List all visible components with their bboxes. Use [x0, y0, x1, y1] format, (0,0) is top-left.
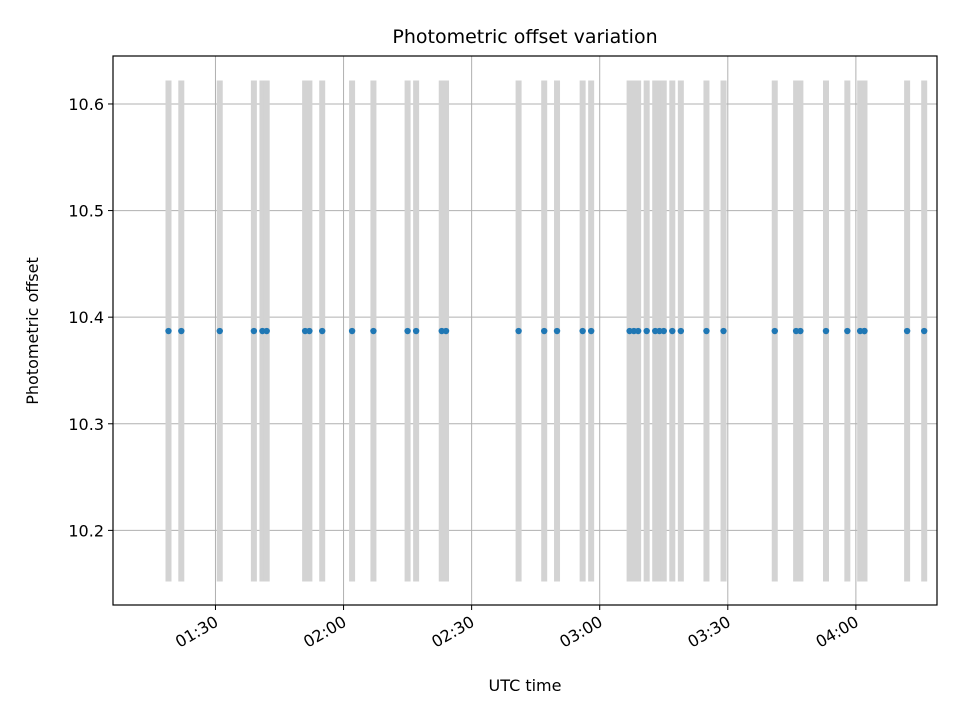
data-point	[660, 327, 667, 335]
y-tick-label: 10.2	[68, 521, 104, 540]
data-point	[541, 327, 548, 335]
data-point	[920, 327, 928, 335]
data-point	[703, 327, 710, 335]
data-point	[634, 327, 642, 335]
x-axis-label: UTC time	[489, 676, 562, 695]
data-point	[404, 327, 411, 335]
data-point	[797, 327, 804, 335]
plot-frame	[112, 55, 938, 606]
data-point	[844, 327, 851, 335]
y-axis: 10.2 10.3 10.4 10.5 10.6	[68, 95, 113, 540]
data-point	[319, 327, 326, 335]
data-point	[720, 327, 727, 335]
y-tick-label: 10.6	[68, 95, 104, 114]
data-point	[178, 327, 185, 335]
data-point	[669, 327, 676, 335]
data-point	[587, 327, 595, 335]
data-point	[903, 327, 911, 335]
data-point	[771, 327, 778, 335]
data-point	[442, 327, 450, 335]
data-point	[348, 327, 356, 335]
data-point	[250, 327, 258, 335]
y-tick-label: 10.5	[68, 202, 104, 221]
data-point	[412, 327, 420, 335]
data-point	[553, 327, 561, 335]
data-point	[515, 327, 522, 335]
data-point	[263, 327, 270, 335]
y-tick-label: 10.3	[68, 415, 104, 434]
data-point	[216, 327, 223, 335]
data-point	[822, 327, 830, 335]
data-point	[861, 327, 868, 335]
data-point	[370, 327, 377, 335]
data-point	[165, 327, 172, 335]
y-tick-label: 10.4	[68, 308, 104, 327]
data-points	[165, 327, 928, 335]
chart-title: Photometric offset variation	[392, 26, 657, 48]
data-point	[306, 327, 313, 335]
data-point	[579, 327, 586, 335]
data-point	[643, 327, 650, 335]
data-point	[677, 327, 685, 335]
y-axis-label: Photometric offset	[23, 257, 42, 405]
